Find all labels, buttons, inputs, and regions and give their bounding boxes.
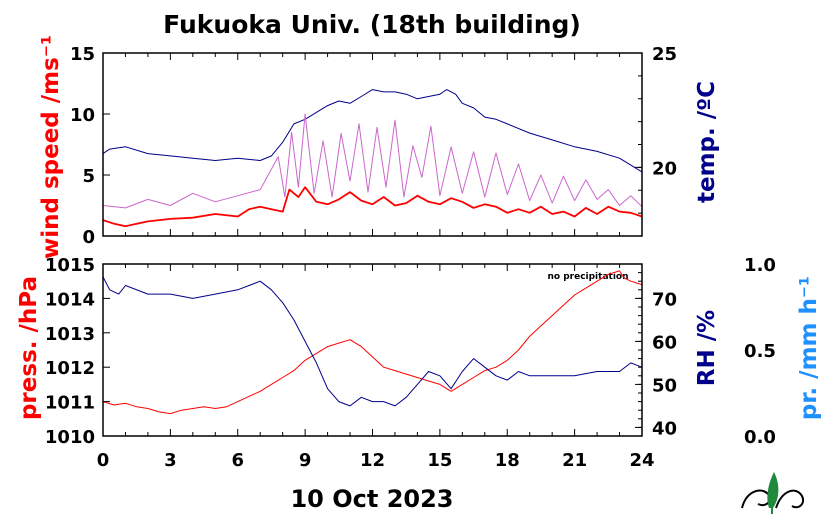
pressure-axis-label: press. /hPa	[16, 276, 42, 420]
x-tick-label: 18	[495, 450, 520, 471]
y-right-tick-label: 20	[652, 158, 677, 179]
y-right-tick-label: 50	[652, 375, 677, 396]
y-left-tick-label: 1013	[45, 324, 95, 345]
x-tick-label: 9	[299, 450, 312, 471]
precip-axis-label: pr. /mm h⁻¹	[796, 276, 822, 420]
series-wind-speed-mean-line	[102, 186, 643, 228]
y-left-tick-label: 1010	[45, 427, 95, 448]
series-temperature-line	[102, 89, 643, 173]
wind-speed-axis-label: wind speed /ms⁻¹	[38, 35, 64, 259]
y-far-right-tick-label: 0.5	[744, 341, 776, 362]
y-right-tick-label: 60	[652, 332, 677, 353]
institution-logo	[741, 472, 804, 514]
y-left-tick-label: 15	[70, 44, 95, 65]
y-left-tick-label: 5	[82, 166, 95, 187]
series-pressure-line	[102, 270, 643, 415]
x-tick-label: 6	[231, 450, 244, 471]
y-far-right-tick-label: 0.0	[744, 427, 776, 448]
x-tick-label: 3	[164, 450, 177, 471]
x-tick-label: 12	[360, 450, 385, 471]
x-tick-label: 21	[562, 450, 587, 471]
y-left-tick-label: 10	[70, 105, 95, 126]
x-tick-label: 0	[97, 450, 110, 471]
rh-axis-label: RH /%	[694, 310, 720, 386]
x-tick-label: 24	[629, 450, 654, 471]
date-label: 10 Oct 2023	[290, 485, 453, 513]
y-right-tick-label: 40	[652, 418, 677, 439]
y-left-tick-label: 1011	[45, 393, 95, 414]
plot-frame-top	[102, 52, 643, 237]
y-left-tick-label: 0	[82, 227, 95, 248]
y-far-right-tick-label: 1.0	[744, 255, 776, 276]
chart-title: Fukuoka Univ. (18th building)	[163, 10, 581, 39]
series-wind-speed-max-line	[102, 113, 643, 209]
y-left-tick-label: 1014	[45, 289, 95, 310]
series-relative-humidity-line	[102, 276, 643, 407]
no-precip-annotation: no precipitation	[547, 272, 628, 282]
temp-axis-label: temp. /ºC	[694, 81, 720, 203]
y-right-tick-label: 25	[652, 44, 677, 65]
x-tick-label: 15	[427, 450, 452, 471]
y-right-tick-label: 70	[652, 289, 677, 310]
y-left-tick-label: 1012	[45, 358, 95, 379]
y-left-tick-label: 1015	[45, 255, 95, 276]
